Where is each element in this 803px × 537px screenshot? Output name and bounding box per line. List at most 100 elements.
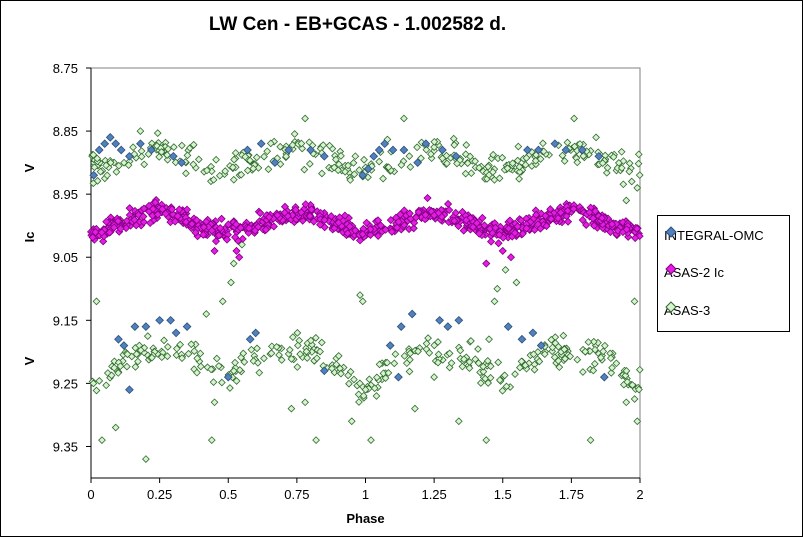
data-point [427, 154, 436, 163]
data-point [184, 349, 193, 358]
data-point [320, 215, 329, 225]
data-point [202, 310, 211, 318]
data-point [306, 336, 315, 345]
data-point [89, 151, 98, 159]
data-point [414, 347, 422, 356]
data-point [466, 152, 474, 161]
data-point [287, 355, 296, 363]
data-point [290, 130, 299, 138]
chart-title: LW Cen - EB+GCAS - 1.002582 d. [208, 14, 507, 35]
data-point [456, 346, 465, 355]
data-point [622, 366, 631, 375]
data-point [167, 205, 177, 214]
data-point [351, 226, 360, 235]
data-point [576, 140, 584, 148]
data-point [155, 153, 164, 161]
legend-swatch-integral-omc [665, 226, 677, 238]
data-point [172, 344, 181, 353]
data-point [161, 209, 170, 218]
data-point [560, 157, 569, 165]
data-point [214, 231, 223, 240]
data-point [223, 372, 233, 382]
data-point [498, 153, 507, 162]
data-point [196, 349, 205, 358]
data-point [123, 350, 132, 359]
data-point [599, 372, 609, 382]
data-point [178, 354, 186, 363]
data-point [384, 163, 393, 172]
data-point [586, 436, 595, 445]
data-point [475, 163, 483, 172]
data-point [325, 141, 334, 150]
data-point [422, 339, 431, 348]
data-point [270, 158, 280, 167]
data-point [495, 376, 504, 384]
data-point [215, 171, 224, 180]
data-point [178, 141, 186, 150]
data-point [495, 174, 504, 183]
data-point [573, 355, 582, 364]
data-point [437, 145, 447, 155]
data-point [512, 278, 521, 287]
data-point [143, 332, 152, 340]
data-point [118, 357, 127, 366]
data-point [589, 337, 598, 346]
data-point [146, 218, 155, 228]
data-point [597, 353, 605, 362]
x-tick-label: 2 [636, 487, 643, 502]
data-point [107, 371, 116, 380]
data-point [522, 154, 531, 162]
data-point [633, 183, 642, 192]
data-point [345, 222, 354, 231]
data-point [240, 358, 249, 366]
data-point [263, 147, 272, 156]
data-point [306, 145, 315, 155]
data-point [182, 169, 190, 178]
data-point [319, 366, 329, 376]
data-point [621, 371, 630, 380]
data-point [328, 364, 336, 373]
data-point [482, 436, 491, 445]
data-point [361, 385, 370, 394]
data-point [450, 141, 459, 149]
data-point [521, 161, 530, 169]
data-point [284, 350, 293, 358]
data-point [518, 229, 527, 238]
data-point [573, 158, 582, 167]
data-point [316, 220, 325, 229]
y-axis-label: Ic [22, 232, 37, 243]
data-point [100, 139, 110, 149]
data-point [125, 385, 134, 395]
data-point [561, 145, 571, 155]
data-point [434, 350, 443, 359]
data-point [548, 343, 557, 352]
data-point [140, 160, 149, 169]
data-point [453, 159, 461, 168]
data-point [606, 354, 615, 363]
data-point [203, 166, 211, 175]
data-point [164, 145, 172, 153]
data-point [291, 205, 300, 214]
data-point [171, 217, 180, 226]
data-point [190, 347, 199, 356]
data-point [182, 205, 192, 214]
data-point [597, 213, 607, 223]
data-point [613, 226, 622, 235]
data-point [460, 355, 468, 364]
data-point [387, 227, 396, 236]
data-point [486, 362, 495, 371]
data-point [260, 152, 268, 161]
data-point [332, 360, 341, 369]
data-point [622, 196, 631, 205]
data-point [284, 145, 294, 155]
data-point [461, 169, 470, 178]
data-point [102, 381, 111, 390]
data-point [341, 167, 349, 176]
data-point [209, 175, 218, 184]
data-point [521, 361, 530, 370]
data-point [535, 357, 544, 366]
data-point [255, 368, 264, 377]
data-point [345, 379, 353, 388]
legend: INTEGRAL-OMC ASAS-2 Ic ASAS-3 [657, 215, 790, 332]
data-point [210, 246, 219, 255]
